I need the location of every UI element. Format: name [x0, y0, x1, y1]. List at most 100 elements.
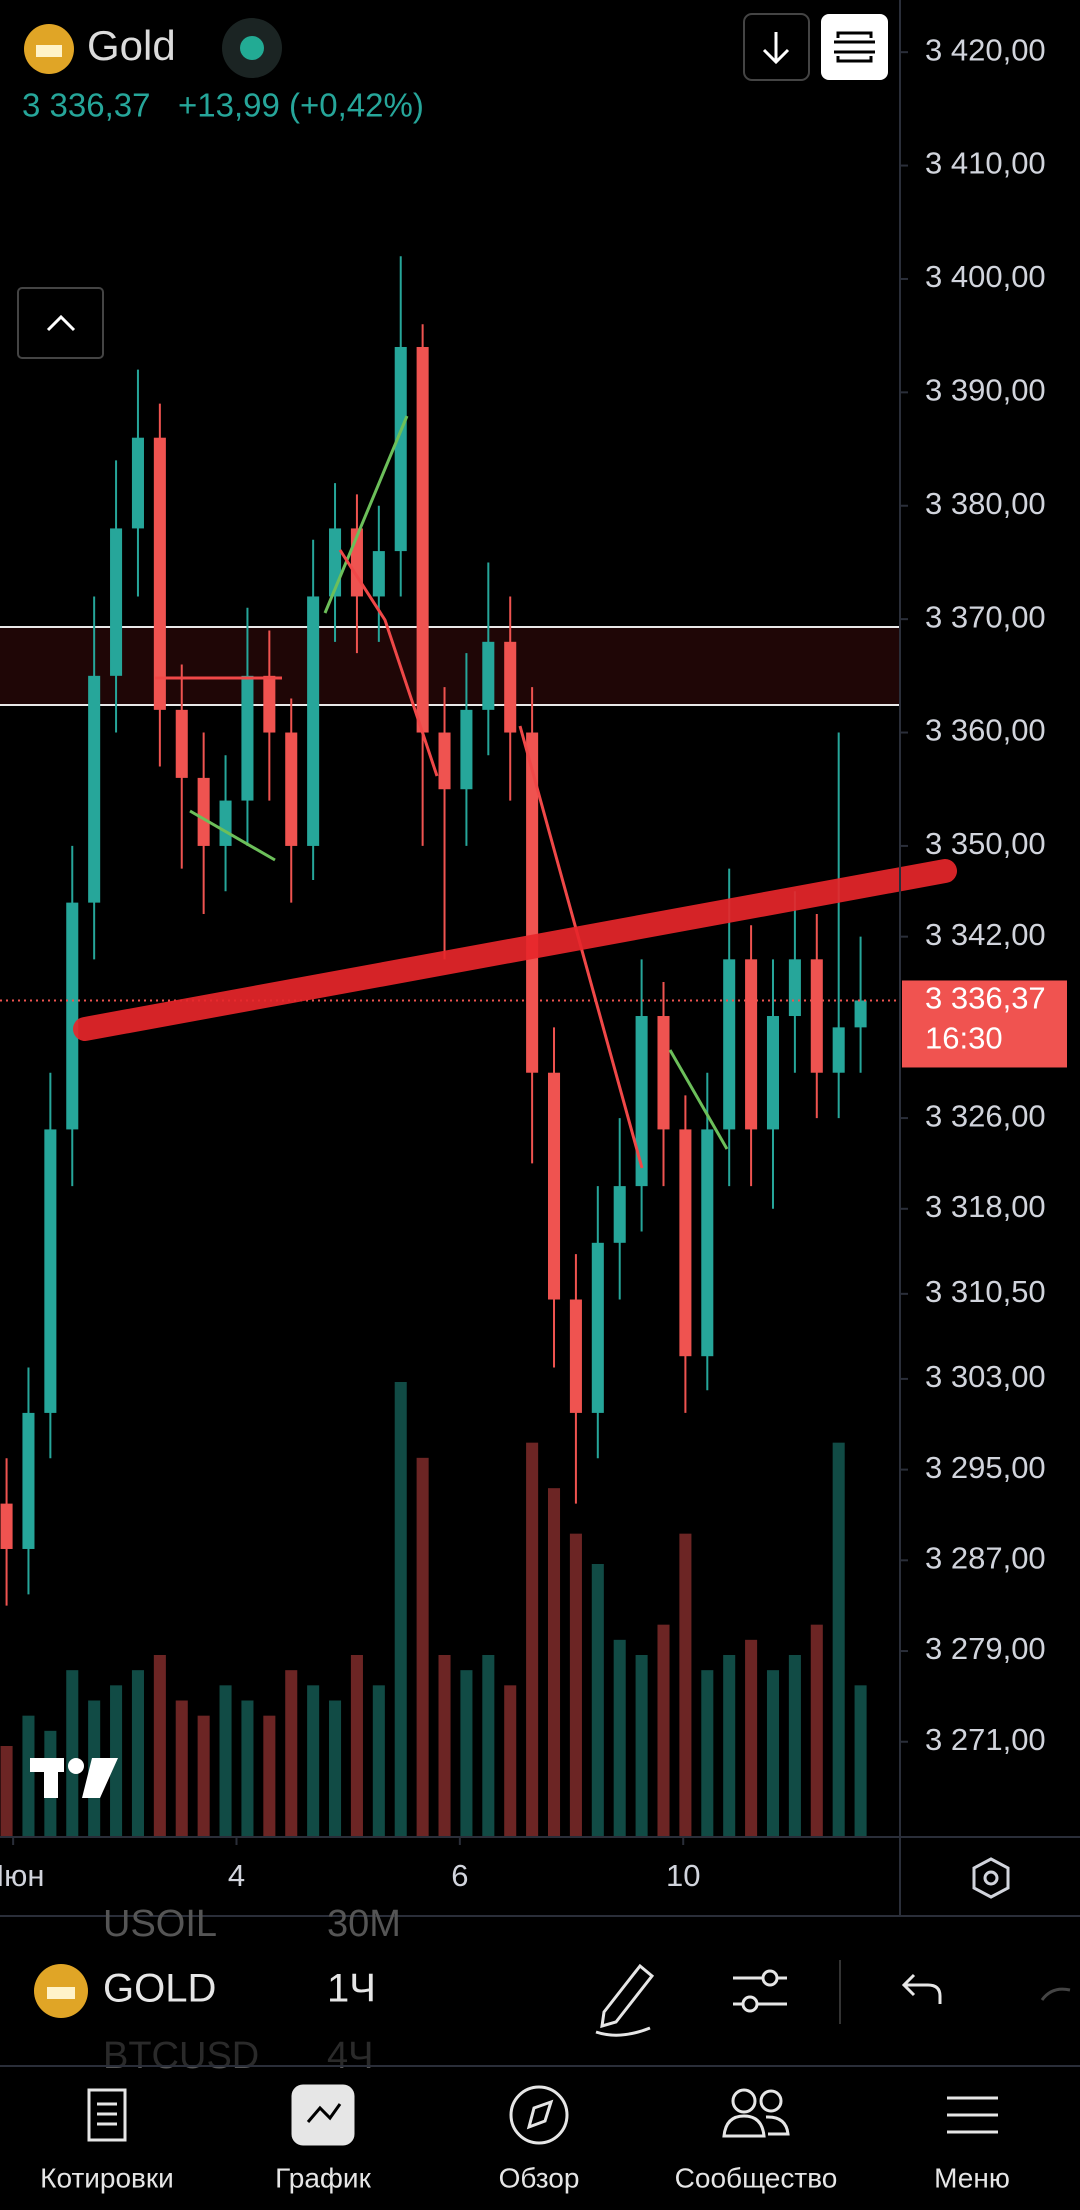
candle-body	[701, 1129, 714, 1357]
volume-bar	[745, 1639, 758, 1837]
axes: 3 420,00 3 410,00 3 400,00 3 390,00 3 380,00…	[0, 32, 1067, 1893]
candle-body	[766, 1016, 780, 1130]
community-body	[722, 2114, 790, 2138]
volume-bar	[329, 1700, 342, 1837]
volume-bar	[810, 1624, 823, 1837]
y-tick-label: 3 326,00	[925, 1098, 1046, 1133]
interval-current[interactable]: 1Ч	[327, 1967, 376, 2011]
volume-bar	[22, 1715, 35, 1837]
nav-label[interactable]: Обзор	[499, 2162, 580, 2193]
candle-body	[175, 709, 188, 778]
candle-body	[723, 959, 736, 1130]
quotes-icon[interactable]	[87, 2088, 127, 2142]
fade	[0, 2040, 900, 2066]
volume-bar	[438, 1655, 451, 1837]
y-tick-label: 3 287,00	[925, 1541, 1046, 1576]
countdown: 16:30	[925, 1021, 1003, 1056]
overview-icon[interactable]	[509, 2085, 569, 2145]
draw-tool-icon[interactable]	[595, 1963, 655, 2037]
volume-bar	[416, 1457, 429, 1837]
candle-body	[241, 675, 254, 801]
status-dot	[240, 36, 264, 60]
volume-bar	[701, 1670, 714, 1837]
candle-body	[0, 1503, 13, 1549]
nav-label[interactable]: Сообщество	[675, 2162, 838, 2193]
nav-label[interactable]: График	[275, 2162, 371, 2193]
y-tick-label: 3 271,00	[925, 1722, 1046, 1757]
volume-bar	[482, 1655, 495, 1837]
candle-body	[613, 1186, 626, 1243]
price-change: +13,99 (+0,42%)	[178, 87, 424, 124]
y-tick-label: 3 310,50	[925, 1274, 1046, 1309]
volume-bar	[285, 1670, 298, 1837]
drawing-line	[668, 1049, 729, 1150]
volume-bar	[350, 1655, 363, 1837]
volume-bar	[241, 1700, 254, 1837]
candle-body	[153, 437, 166, 710]
logo-part	[68, 1758, 84, 1774]
candle-body	[307, 596, 320, 846]
candle-body	[88, 675, 101, 903]
volume-bar	[219, 1685, 232, 1837]
redo-icon[interactable]	[1040, 1987, 1071, 2001]
candle-body	[679, 1129, 692, 1357]
collapse-button[interactable]	[17, 287, 104, 359]
zone	[0, 627, 900, 705]
plot	[0, 256, 900, 1837]
x-tick-label: 6	[451, 1858, 468, 1893]
interval-prev[interactable]: 30М	[327, 1903, 401, 1945]
gold-icon-bar	[47, 1987, 75, 1999]
volume-bar	[832, 1442, 845, 1837]
nav-label[interactable]: Меню	[934, 2162, 1010, 2193]
x-tick-label: 10	[666, 1858, 700, 1893]
candle-body	[460, 709, 473, 790]
candle-body	[854, 1000, 867, 1028]
volume-bar	[723, 1655, 736, 1837]
volume-bar	[394, 1382, 407, 1837]
volume-bar	[854, 1685, 867, 1837]
y-tick-label: 3 342,00	[925, 917, 1046, 952]
chart-icon-line	[306, 2103, 342, 2123]
candle-body	[569, 1299, 582, 1413]
candle-body	[416, 346, 429, 733]
logo-part	[44, 1758, 58, 1798]
y-tick-label: 3 380,00	[925, 486, 1046, 521]
y-tick-label: 3 295,00	[925, 1450, 1046, 1485]
overview-needle	[526, 2099, 554, 2130]
candle-body	[438, 732, 451, 790]
volume-bar	[307, 1685, 320, 1837]
candle-body	[504, 641, 517, 733]
candle-body	[66, 902, 79, 1130]
candle-body	[591, 1242, 604, 1413]
community-icon[interactable]	[731, 2088, 757, 2114]
price: 3 336,37	[22, 87, 150, 124]
volume-bar	[547, 1488, 561, 1837]
candle-body	[745, 959, 758, 1130]
y-tick-label: 3 350,00	[925, 826, 1046, 861]
volume-bar	[526, 1442, 539, 1837]
candle-body	[219, 800, 232, 846]
volume-bar	[635, 1655, 648, 1837]
symbol-name: Gold	[87, 22, 176, 69]
volume-bar	[613, 1639, 626, 1837]
volume-bar	[766, 1670, 780, 1837]
x-tick-label: 4	[228, 1858, 245, 1893]
volume-bar	[66, 1670, 79, 1837]
undo-icon[interactable]	[901, 1973, 942, 2004]
nav-label[interactable]: Котировки	[40, 2162, 174, 2193]
collapse-icon	[46, 314, 76, 332]
menu-icon[interactable]	[947, 2096, 998, 2134]
fullscreen-button[interactable]	[821, 14, 888, 80]
candle-body	[657, 1016, 670, 1130]
volume-bar	[460, 1670, 473, 1837]
symbol-prev[interactable]: USOIL	[103, 1903, 217, 1945]
symbol-current[interactable]: GOLD	[103, 1967, 216, 2011]
settings-icon[interactable]	[972, 1857, 1010, 1899]
chart-icon[interactable]	[291, 2084, 355, 2146]
drawing-line	[338, 549, 439, 777]
logo-part	[82, 1758, 118, 1798]
candle-body	[372, 551, 385, 597]
volume-bar	[263, 1715, 276, 1837]
candle-body	[44, 1129, 57, 1413]
